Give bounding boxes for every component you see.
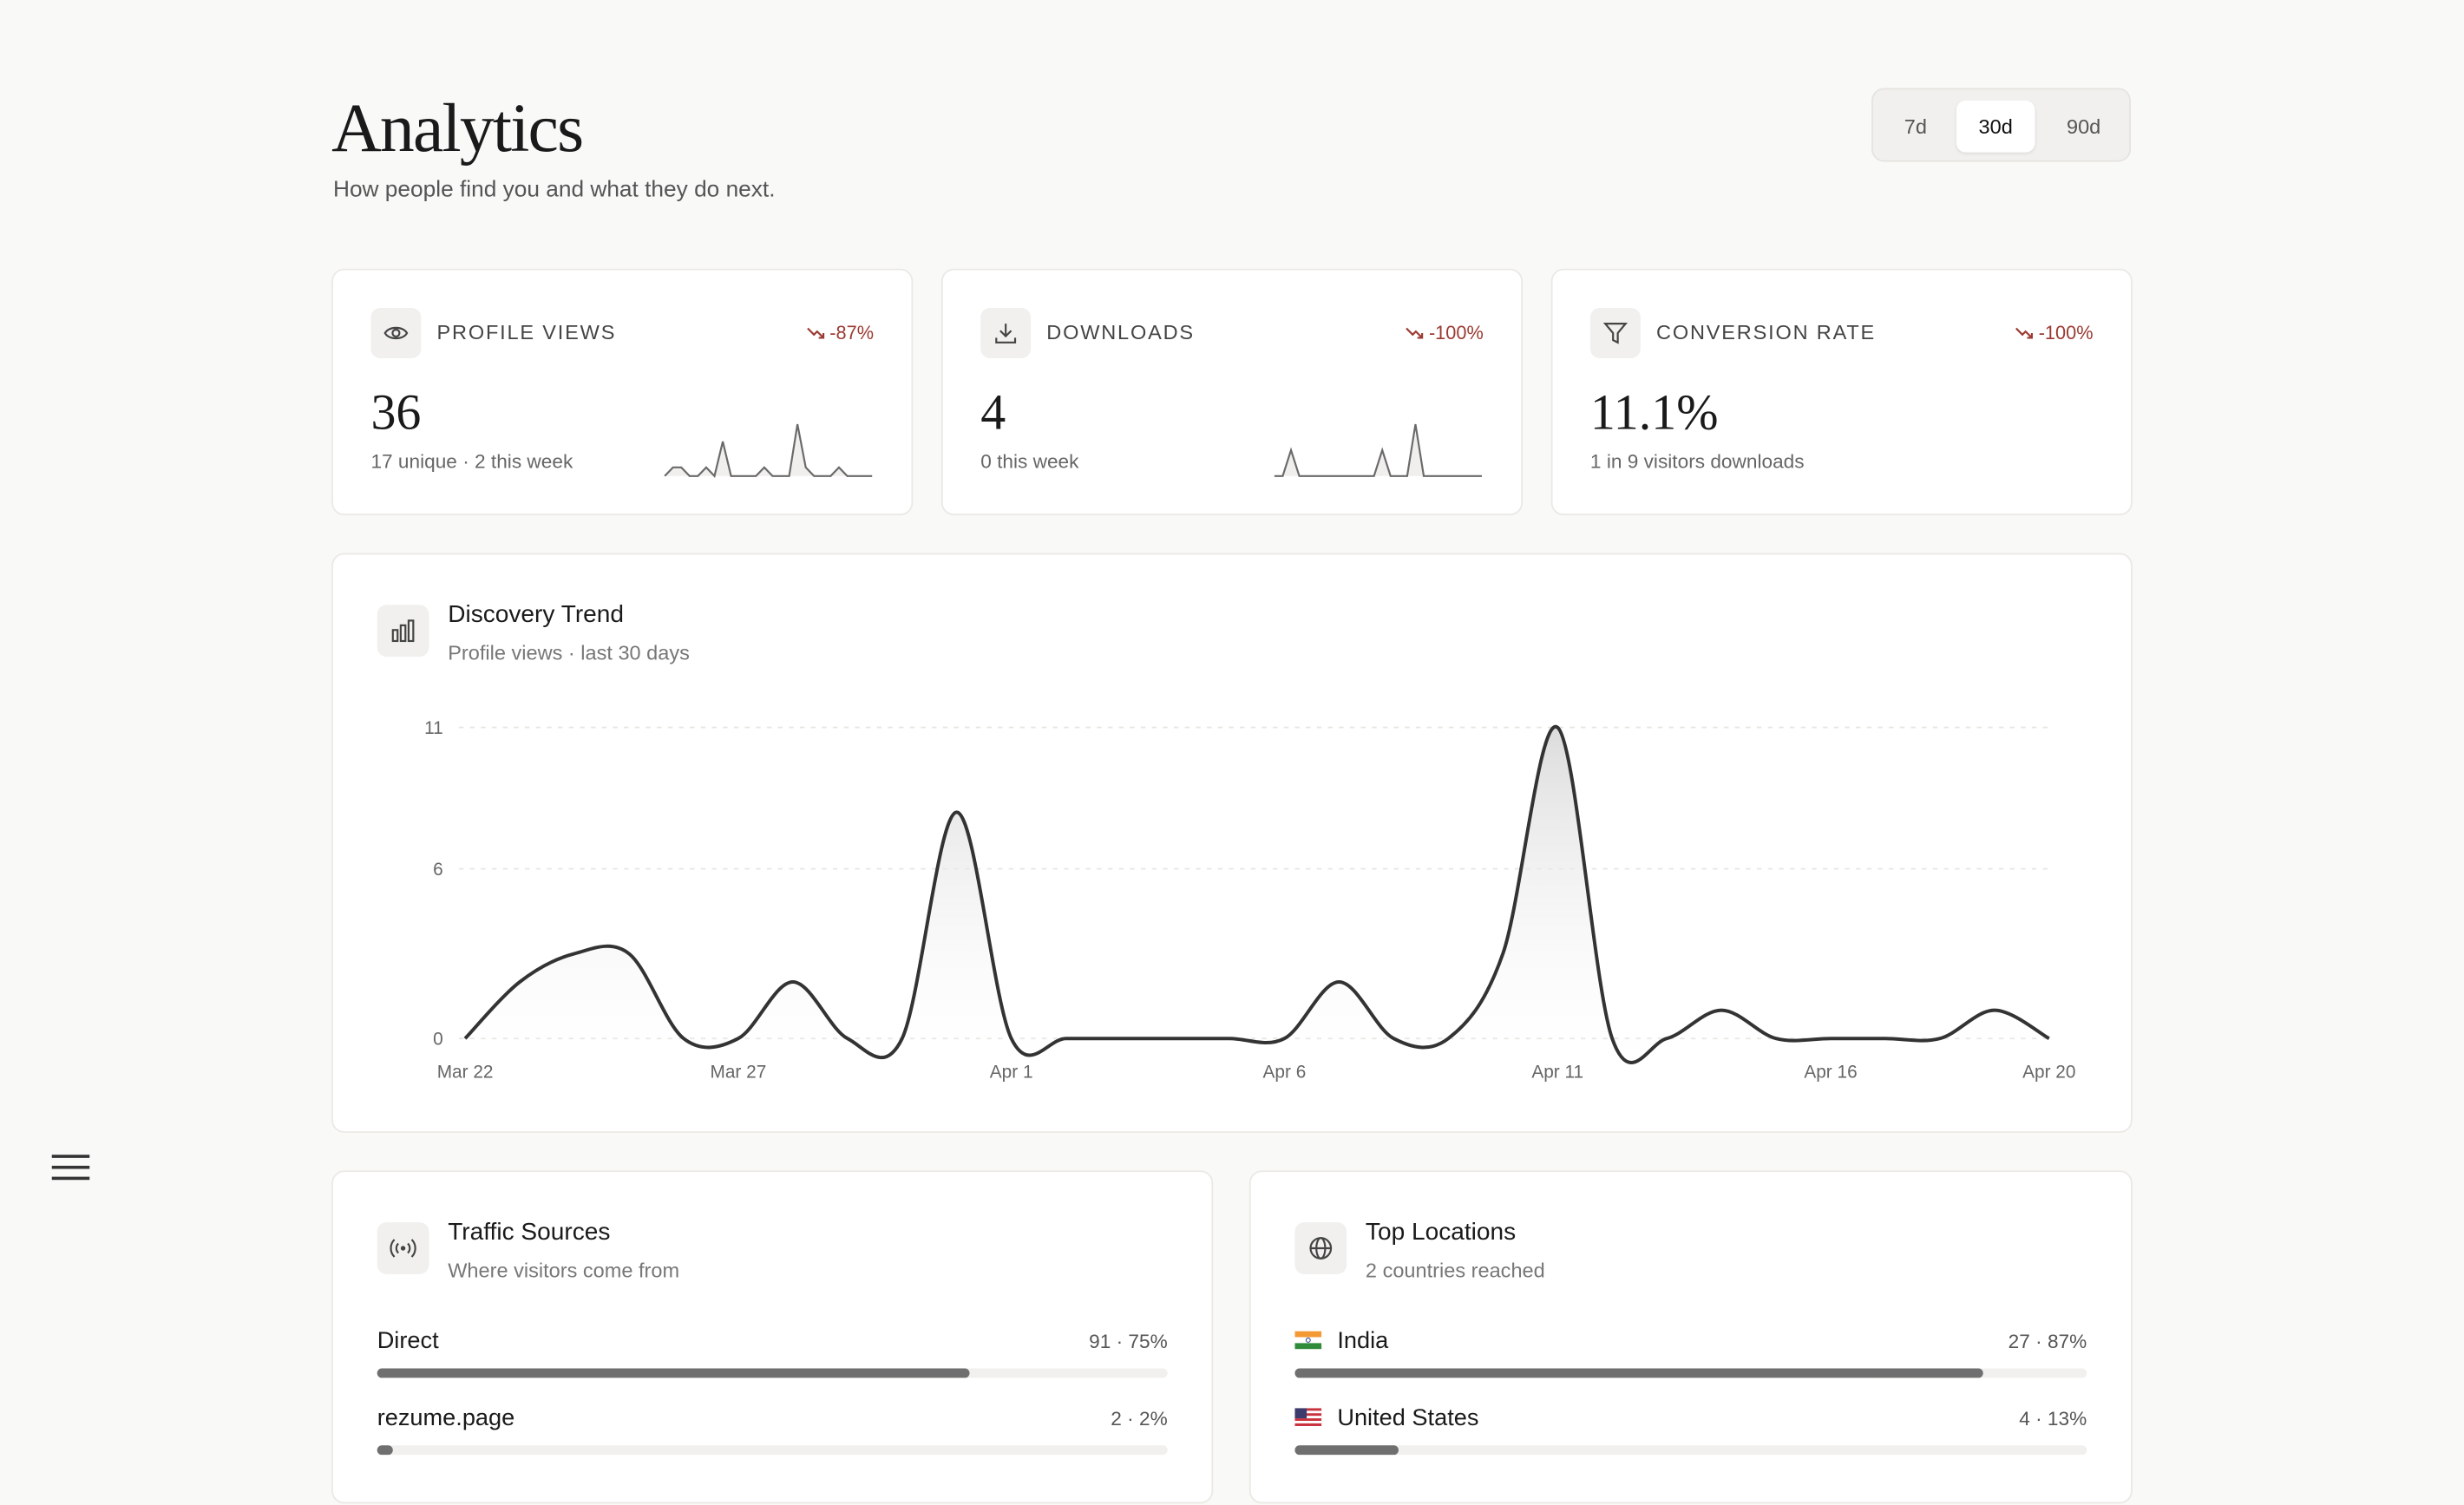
kpi-delta-value: -100%	[1428, 322, 1484, 344]
list-item: rezume.page 2 · 2%	[377, 1404, 1168, 1461]
section-title: Traffic Sources	[448, 1219, 611, 1247]
list-item: Direct 91 · 75%	[377, 1327, 1168, 1384]
range-90d-button[interactable]: 90d	[2066, 115, 2101, 139]
traffic-sources-card: Traffic Sources Where visitors come from…	[331, 1170, 1214, 1504]
kpi-value: 11.1%	[1589, 383, 1719, 441]
progress-track	[377, 1445, 1168, 1456]
section-title: Top Locations	[1365, 1219, 1517, 1247]
progress-fill	[377, 1368, 970, 1378]
eye-icon	[370, 307, 422, 358]
x-tick-label: Mar 22	[437, 1062, 494, 1082]
kpi-subtext: 1 in 9 visitors downloads	[1589, 450, 1805, 474]
kpi-card-downloads: DOWNLOADS -100% 4 0 this week	[940, 268, 1524, 516]
location-value: 4 · 13%	[2019, 1407, 2087, 1430]
section-subtitle: Where visitors come from	[448, 1258, 680, 1282]
kpi-delta: -87%	[806, 322, 874, 344]
bar-chart-icon	[377, 605, 429, 658]
top-locations-card: Top Locations 2 countries reached India …	[1248, 1170, 2133, 1504]
filter-icon	[1589, 307, 1641, 358]
kpi-subtext: 17 unique · 2 this week	[370, 450, 573, 474]
kpi-subtext: 0 this week	[980, 450, 1079, 474]
progress-track	[1294, 1368, 2087, 1378]
progress-track	[377, 1368, 1168, 1378]
x-tick-label: Apr 16	[1804, 1062, 1857, 1082]
progress-fill	[1294, 1445, 1399, 1456]
section-subtitle: Profile views · last 30 days	[448, 640, 690, 665]
x-tick-label: Apr 1	[990, 1062, 1033, 1082]
kpi-card-profile-views: PROFILE VIEWS -87% 36 17 unique · 2 this…	[331, 268, 914, 516]
flag-india-icon	[1294, 1331, 1322, 1350]
list-item: India 27 · 87%	[1294, 1327, 2087, 1384]
y-tick-label: 0	[433, 1029, 443, 1049]
trend-down-icon	[1406, 328, 1424, 340]
progress-track	[1294, 1445, 2087, 1456]
range-7d-button[interactable]: 7d	[1904, 115, 1927, 139]
trend-area	[465, 726, 2049, 1063]
section-title: Discovery Trend	[448, 601, 625, 629]
kpi-delta-value: -100%	[2038, 322, 2094, 344]
globe-icon	[1294, 1222, 1347, 1274]
kpi-delta-value: -87%	[829, 322, 875, 344]
x-tick-label: Apr 20	[2022, 1062, 2075, 1082]
date-range-selector: 7d 30d 90d	[1871, 88, 2131, 162]
kpi-value: 4	[980, 383, 1006, 441]
discovery-trend-card: Discovery Trend Profile views · last 30 …	[331, 553, 2133, 1133]
sparkline-line	[664, 423, 873, 478]
kpi-value: 36	[370, 383, 422, 441]
list-item: United States 4 · 13%	[1294, 1404, 2087, 1461]
sparkline	[664, 423, 873, 478]
progress-fill	[377, 1445, 393, 1456]
x-tick-label: Mar 27	[710, 1062, 766, 1082]
source-label: rezume.page	[377, 1404, 515, 1432]
progress-fill	[1294, 1368, 1984, 1378]
page-title: Analytics	[331, 89, 584, 167]
x-tick-label: Apr 11	[1531, 1062, 1583, 1082]
range-30d-button[interactable]: 30d	[1956, 100, 2035, 153]
kpi-delta: -100%	[2015, 322, 2094, 344]
location-name: United States	[1337, 1404, 1479, 1432]
source-value: 2 · 2%	[1111, 1407, 1168, 1430]
discovery-trend-chart: 0 6 11 Mar 22 Mar 27 Apr 1 Apr 6 Apr 11 Apr 16 Ap…	[424, 718, 2075, 1083]
location-label: United States	[1294, 1404, 1478, 1431]
location-name: India	[1337, 1327, 1389, 1355]
x-tick-label: Apr 6	[1263, 1062, 1307, 1082]
kpi-label: PROFILE VIEWS	[436, 320, 617, 344]
flag-united-states-icon	[1294, 1408, 1322, 1426]
source-value: 91 · 75%	[1089, 1331, 1168, 1353]
download-icon	[980, 307, 1032, 358]
location-value: 27 · 87%	[2008, 1331, 2087, 1353]
kpi-label: CONVERSION RATE	[1656, 320, 1877, 344]
y-tick-label: 11	[424, 718, 443, 738]
hamburger-menu-icon[interactable]	[47, 1147, 94, 1188]
kpi-delta: -100%	[1406, 322, 1484, 344]
broadcast-icon	[377, 1222, 429, 1274]
trend-down-icon	[2015, 328, 2034, 340]
trend-down-icon	[807, 328, 825, 340]
section-subtitle: 2 countries reached	[1365, 1258, 1545, 1282]
trend-line	[463, 724, 2050, 1064]
sparkline	[1274, 423, 1482, 477]
source-label: Direct	[377, 1327, 439, 1355]
kpi-label: DOWNLOADS	[1046, 320, 1195, 344]
kpi-card-conversion-rate: CONVERSION RATE -100% 11.1% 1 in 9 visit…	[1550, 268, 2133, 516]
sparkline-line	[1274, 423, 1482, 477]
sparkline-area	[1274, 424, 1482, 476]
location-label: India	[1294, 1327, 1388, 1354]
page-subtitle: How people find you and what they do nex…	[332, 177, 776, 203]
y-tick-label: 6	[433, 860, 443, 880]
